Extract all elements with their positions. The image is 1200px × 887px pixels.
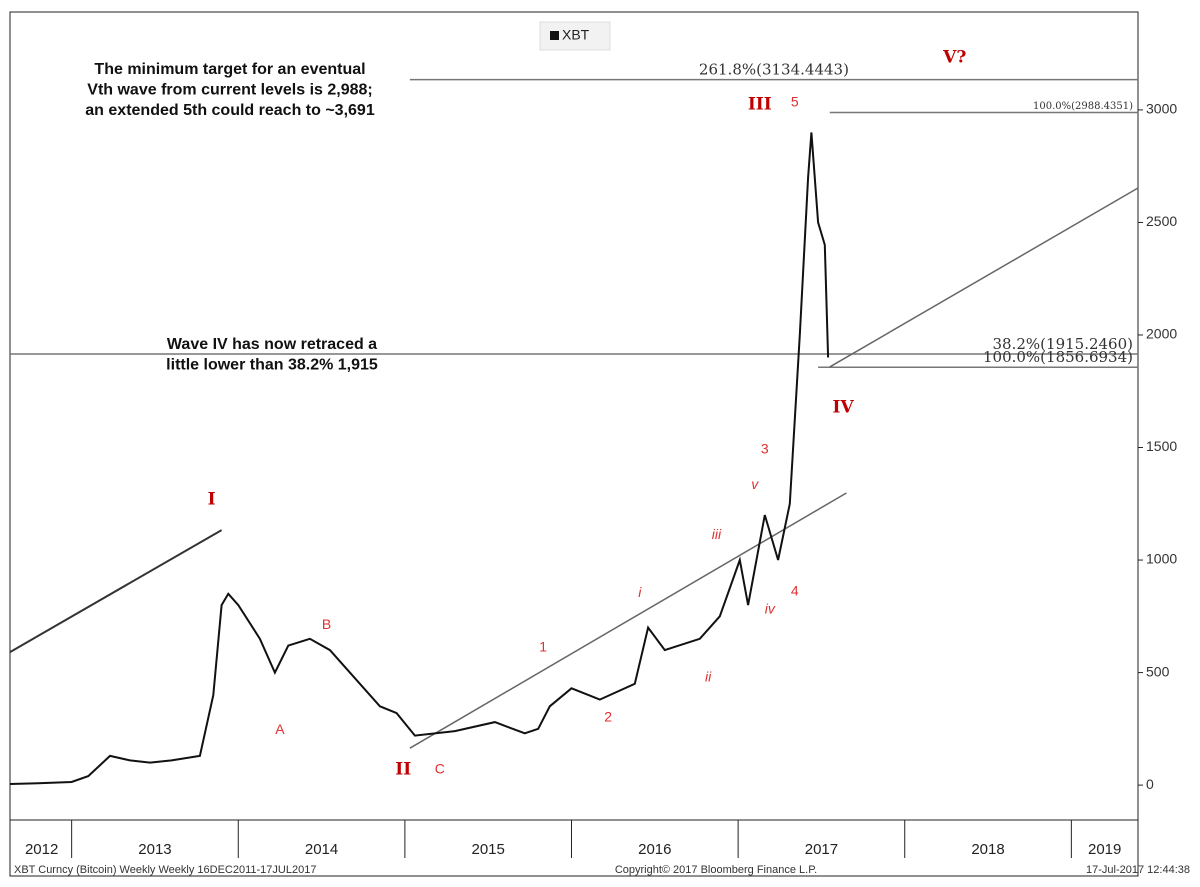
- y-tick-label: 2500: [1146, 213, 1177, 229]
- wave-label: 1: [539, 639, 547, 655]
- x-tick-label: 2014: [305, 841, 338, 858]
- x-tick-label: 2017: [805, 841, 838, 858]
- wave-label: IV: [833, 397, 855, 417]
- trendline: [829, 187, 1139, 368]
- wave-label: i: [638, 584, 642, 600]
- y-tick-label: 1500: [1146, 438, 1177, 454]
- annotation: The minimum target for an eventual: [94, 61, 365, 78]
- fib-label: 100.0%(1856.6934): [983, 348, 1133, 366]
- annotation: an extended 5th could reach to ~3,691: [85, 102, 375, 119]
- x-tick-label: 2018: [971, 841, 1004, 858]
- fib-label: 261.8%(3134.4443): [699, 61, 849, 79]
- fib-label: 38.2%(1915.2460): [993, 335, 1133, 353]
- wave-label: V?: [942, 47, 966, 67]
- legend-swatch: [550, 31, 559, 40]
- wave-label: ii: [705, 669, 712, 685]
- footer-text: XBT Curncy (Bitcoin) Weekly Weekly 16DEC…: [14, 864, 316, 876]
- wave-label: C: [435, 761, 445, 777]
- y-tick-label: 2000: [1146, 326, 1177, 342]
- wave-label: I: [208, 489, 216, 509]
- trendline: [9, 529, 223, 653]
- footer-text: Copyright© 2017 Bloomberg Finance L.P.: [615, 864, 817, 876]
- y-tick-label: 500: [1146, 663, 1170, 679]
- wave-label: A: [275, 721, 285, 737]
- y-tick-label: 3000: [1146, 101, 1177, 117]
- x-tick-label: 2016: [638, 841, 671, 858]
- wave-label: v: [751, 476, 759, 492]
- fib-label: 100.0%(2988.4351): [1033, 101, 1133, 112]
- footer-text: 17-Jul-2017 12:44:38: [1086, 864, 1190, 876]
- trendline: [409, 492, 847, 749]
- legend-label: XBT: [562, 27, 590, 43]
- annotation: Wave IV has now retraced a: [167, 336, 377, 353]
- wave-label: 4: [791, 583, 799, 599]
- wave-label: III: [748, 94, 772, 114]
- price-line: [9, 132, 830, 785]
- wave-label: iv: [765, 601, 776, 617]
- wave-label: 5: [791, 94, 799, 110]
- x-tick-label: 2013: [138, 841, 171, 858]
- annotation: Vth wave from current levels is 2,988;: [87, 82, 372, 99]
- y-tick-label: 0: [1146, 776, 1154, 792]
- wave-label: B: [322, 616, 331, 632]
- x-tick-label: 2012: [25, 841, 58, 858]
- x-tick-label: 2015: [472, 841, 505, 858]
- x-tick-label: 2019: [1088, 841, 1121, 858]
- wave-label: iii: [712, 526, 722, 542]
- annotation: little lower than 38.2% 1,915: [166, 357, 378, 374]
- wave-label: 3: [761, 441, 769, 457]
- x-axis-band: [9, 819, 1139, 877]
- wave-label: II: [395, 760, 411, 780]
- plot-frame: [9, 11, 1139, 821]
- wave-label: 2: [604, 709, 612, 725]
- y-tick-label: 1000: [1146, 551, 1177, 567]
